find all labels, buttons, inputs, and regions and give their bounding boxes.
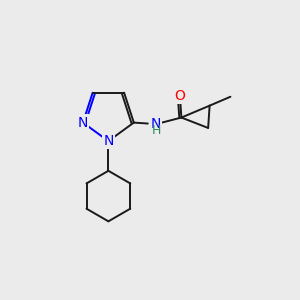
Text: H: H [152,124,161,137]
Text: O: O [175,89,185,103]
Text: N: N [151,117,161,131]
Text: N: N [103,134,114,148]
Text: N: N [78,116,88,130]
